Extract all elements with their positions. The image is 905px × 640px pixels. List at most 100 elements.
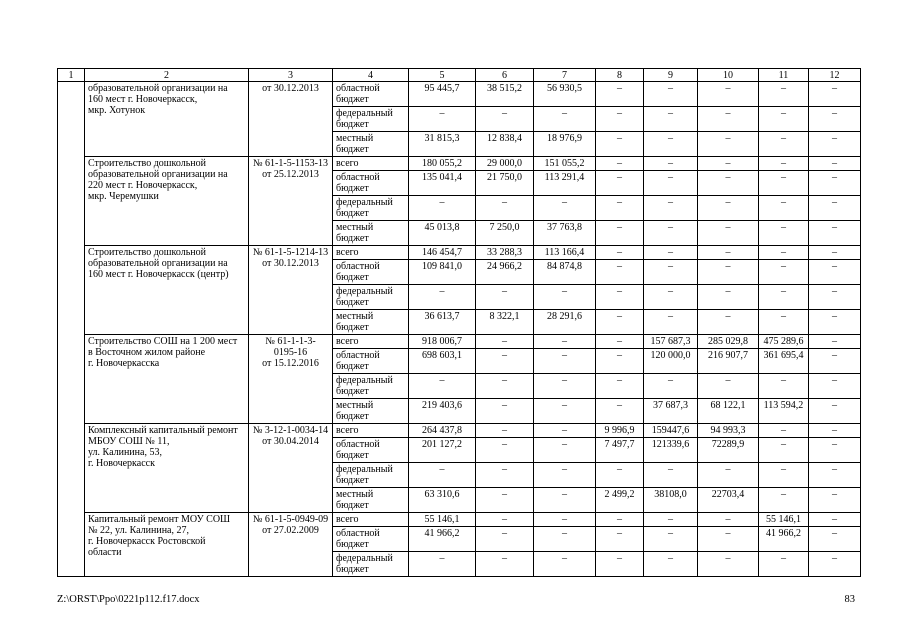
cell-value: –: [808, 309, 861, 335]
cell-value: –: [808, 437, 861, 463]
cell-value: –: [533, 462, 596, 488]
cell-budget-type: всего: [332, 156, 409, 171]
cell-value: –: [533, 284, 596, 310]
cell-budget-type: областной бюджет: [332, 259, 409, 285]
cell-value: –: [643, 245, 698, 260]
cell-value: –: [595, 170, 644, 196]
cell-value: –: [808, 334, 861, 349]
cell-value: –: [408, 373, 476, 399]
column-number: 5: [408, 68, 476, 82]
cell-value: –: [595, 195, 644, 221]
cell-value: –: [533, 195, 596, 221]
cell-budget-type: всего: [332, 512, 409, 527]
cell-budget-type: местный бюджет: [332, 131, 409, 157]
cell-value: –: [595, 245, 644, 260]
cell-value: 37 763,8: [533, 220, 596, 246]
cell-value: –: [595, 81, 644, 107]
cell-value: –: [475, 398, 534, 424]
cell-value: –: [533, 106, 596, 132]
cell-budget-type: всего: [332, 334, 409, 349]
cell-budget-type: местный бюджет: [332, 487, 409, 513]
cell-value: –: [758, 462, 809, 488]
cell-value: –: [758, 245, 809, 260]
cell-expertise-doc: № 61-1-5-0949-09 от 27.02.2009: [248, 512, 333, 577]
cell-value: –: [595, 334, 644, 349]
cell-value: 37 687,3: [643, 398, 698, 424]
cell-value: 219 403,6: [408, 398, 476, 424]
cell-value: –: [533, 487, 596, 513]
cell-value: –: [643, 106, 698, 132]
cell-value: –: [533, 551, 596, 577]
cell-value: –: [758, 437, 809, 463]
cell-value: –: [408, 195, 476, 221]
cell-budget-type: всего: [332, 245, 409, 260]
cell-value: 151 055,2: [533, 156, 596, 171]
cell-value: –: [595, 462, 644, 488]
cell-value: –: [697, 309, 759, 335]
cell-value: –: [808, 195, 861, 221]
table-row: местный бюджет 45 013,8 7 250,0 37 763,8– – –…: [58, 220, 861, 246]
cell-value: 41 966,2: [758, 526, 809, 552]
cell-value: –: [758, 170, 809, 196]
cell-value: 72289,9: [697, 437, 759, 463]
cell-expertise-doc: от 30.12.2013: [248, 81, 333, 157]
cell-value: –: [533, 373, 596, 399]
cell-value: 113 291,4: [533, 170, 596, 196]
table-row: местный бюджет 36 613,7 8 322,1 28 291,6– – –…: [58, 309, 861, 335]
cell-value: 135 041,4: [408, 170, 476, 196]
cell-value: 113 594,2: [758, 398, 809, 424]
cell-value: –: [808, 462, 861, 488]
cell-expertise-doc: № 61-1-5-1214-13 от 30.12.2013: [248, 245, 333, 335]
column-number: 1: [57, 68, 85, 82]
cell-value: 285 029,8: [697, 334, 759, 349]
cell-value: –: [697, 220, 759, 246]
cell-value: –: [808, 373, 861, 399]
cell-budget-type: местный бюджет: [332, 220, 409, 246]
cell-value: 120 000,0: [643, 348, 698, 374]
cell-value: –: [643, 131, 698, 157]
cell-object-name: Строительство СОШ на 1 200 мест в Восточ…: [84, 334, 249, 424]
cell-value: 29 000,0: [475, 156, 534, 171]
cell-value: –: [643, 156, 698, 171]
cell-value: 38108,0: [643, 487, 698, 513]
cell-value: –: [533, 512, 596, 527]
table-row: местный бюджет 219 403,6– – –37 687,3 68 122…: [58, 398, 861, 424]
table-row: местный бюджет 31 815,3 12 838,4 18 976,9– –…: [58, 131, 861, 157]
cell-value: –: [643, 81, 698, 107]
cell-value: –: [758, 259, 809, 285]
cell-value: –: [475, 106, 534, 132]
cell-value: –: [595, 398, 644, 424]
cell-value: –: [475, 526, 534, 552]
page-footer: Z:\ORST\Ppo\0221p112.f17.docx 83: [57, 593, 855, 606]
cell-value: –: [808, 423, 861, 438]
cell-value: –: [475, 423, 534, 438]
column-number: 11: [758, 68, 809, 82]
cell-value: –: [533, 348, 596, 374]
cell-object-name: образовательной организации на 160 мест …: [84, 81, 249, 157]
cell-value: –: [643, 526, 698, 552]
cell-value: –: [758, 284, 809, 310]
cell-value: –: [595, 373, 644, 399]
column-number: 12: [808, 68, 861, 82]
cell-value: 12 838,4: [475, 131, 534, 157]
cell-expertise-doc: № 61-1-1-3- 0195-16 от 15.12.2016: [248, 334, 333, 424]
cell-value: –: [595, 284, 644, 310]
cell-value: 918 006,7: [408, 334, 476, 349]
cell-value: 157 687,3: [643, 334, 698, 349]
cell-value: –: [758, 195, 809, 221]
cell-value: 28 291,6: [533, 309, 596, 335]
cell-value: –: [808, 259, 861, 285]
cell-value: 24 966,2: [475, 259, 534, 285]
cell-value: –: [643, 462, 698, 488]
cell-value: –: [595, 259, 644, 285]
cell-value: –: [808, 487, 861, 513]
cell-value: –: [758, 106, 809, 132]
cell-value: –: [533, 423, 596, 438]
table-row: Строительство дошкольной образовательной…: [58, 245, 861, 335]
cell-value: –: [533, 398, 596, 424]
cell-value: –: [808, 220, 861, 246]
cell-value: –: [595, 348, 644, 374]
column-number-row: 1 2 3 4 5 6 7 8 9 10 11 12: [57, 68, 861, 82]
cell-value: 55 146,1: [408, 512, 476, 527]
